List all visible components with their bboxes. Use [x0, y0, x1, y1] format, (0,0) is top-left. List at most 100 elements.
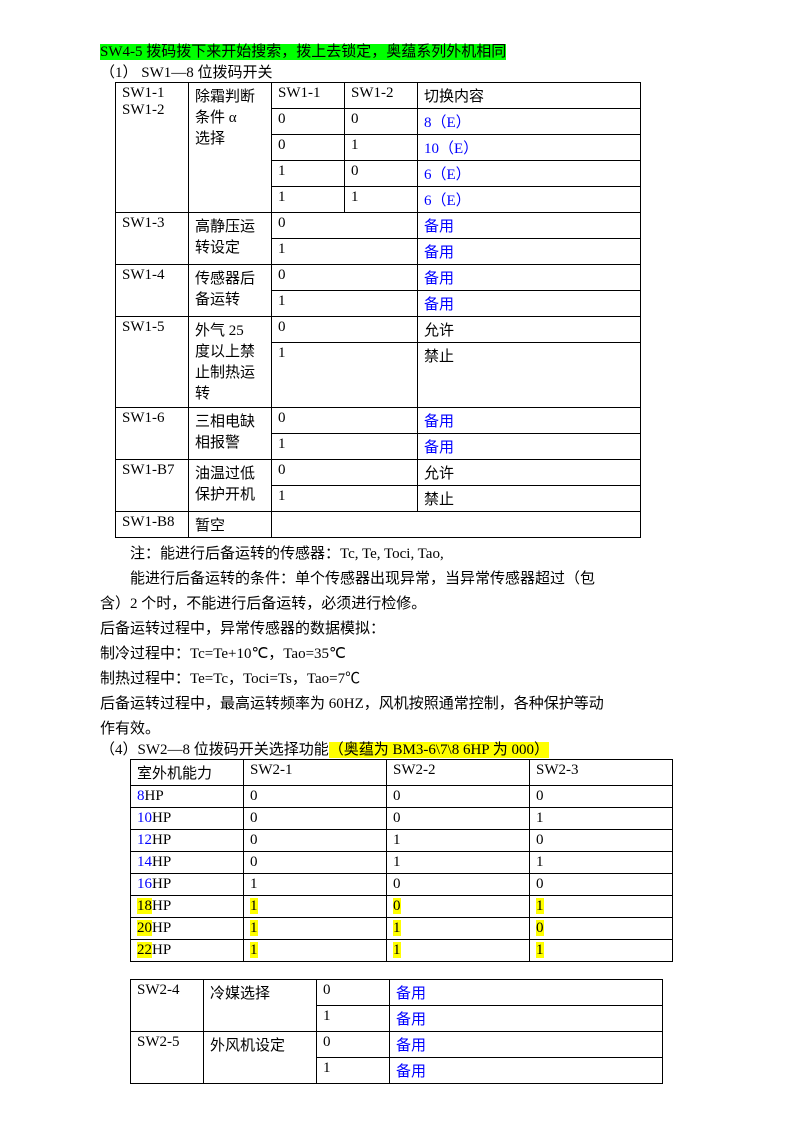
- table-row-hp: 10HP: [131, 808, 244, 830]
- heading-2: （4）SW2—8 位拨码开关选择功能（奥蕴为 BM3-6\7\8 6HP 为 0…: [100, 738, 700, 759]
- cell: 1: [272, 434, 418, 460]
- table-cell: 0: [244, 808, 387, 830]
- table-cell: 1: [244, 896, 387, 918]
- cell: SW1-3: [116, 213, 189, 265]
- cell: 0: [317, 980, 390, 1006]
- table-cell: 0: [387, 786, 530, 808]
- cell: 0: [272, 213, 418, 239]
- table-cell: 0: [387, 874, 530, 896]
- t1-c1: SW1-1SW1-2: [116, 83, 189, 213]
- cell: 10（E）: [418, 135, 641, 161]
- table-cell: 0: [530, 786, 673, 808]
- table-cell: 0: [387, 896, 530, 918]
- note-4: 后备运转过程中，异常传感器的数据模拟：: [100, 617, 700, 638]
- cell: 禁止: [418, 486, 641, 512]
- table-cell: 1: [244, 918, 387, 940]
- cell: 1: [272, 291, 418, 317]
- table-cell: 1: [244, 874, 387, 896]
- cell: SW1-4: [116, 265, 189, 317]
- cell: 1: [317, 1006, 390, 1032]
- note-3: 含）2 个时，不能进行后备运转，必须进行检修。: [100, 592, 700, 613]
- table-sw2-settings: SW2-4冷媒选择0备用 1备用 SW2-5外风机设定0备用 1备用: [130, 979, 663, 1084]
- cell: 0: [345, 109, 418, 135]
- cell: 1: [272, 343, 418, 408]
- t1-h4: SW1-2: [345, 83, 418, 109]
- table-cell: 1: [387, 918, 530, 940]
- cell: 备用: [390, 1032, 663, 1058]
- cell: 暂空: [189, 512, 272, 538]
- cell: 高静压运转设定: [189, 213, 272, 265]
- table-cell: 0: [244, 786, 387, 808]
- cell: 备用: [390, 1058, 663, 1084]
- cell: 备用: [418, 239, 641, 265]
- table-row-hp: 16HP: [131, 874, 244, 896]
- cell: SW1-B7: [116, 460, 189, 512]
- cell: SW2-5: [131, 1032, 204, 1084]
- table-sw2-hp: 室外机能力 SW2-1 SW2-2 SW2-3 8HP00010HP00112H…: [130, 759, 673, 962]
- cell: 1: [345, 187, 418, 213]
- cell: 备用: [390, 1006, 663, 1032]
- t1-h5: 切换内容: [418, 83, 641, 109]
- cell: 备用: [390, 980, 663, 1006]
- t2-h4: SW2-3: [530, 760, 673, 786]
- table-cell: 1: [387, 940, 530, 962]
- table-cell: 1: [387, 830, 530, 852]
- cell: 备用: [418, 434, 641, 460]
- table-cell: 0: [244, 852, 387, 874]
- cell: 传感器后备运转: [189, 265, 272, 317]
- cell: 6（E）: [418, 187, 641, 213]
- cell: SW1-5: [116, 317, 189, 408]
- table-cell: 0: [530, 874, 673, 896]
- table-cell: 1: [530, 896, 673, 918]
- note-7: 后备运转过程中，最高运转频率为 60HZ，风机按照通常控制，各种保护等动: [100, 692, 700, 713]
- cell: 0: [345, 161, 418, 187]
- cell: 备用: [418, 291, 641, 317]
- t2-h3: SW2-2: [387, 760, 530, 786]
- table-row-hp: 20HP: [131, 918, 244, 940]
- note-8: 作有效。: [100, 717, 700, 738]
- cell: 允许: [418, 317, 641, 343]
- cell: SW1-6: [116, 408, 189, 460]
- cell: 备用: [418, 213, 641, 239]
- cell: 1: [317, 1058, 390, 1084]
- table-cell: 1: [530, 940, 673, 962]
- cell: 油温过低保护开机: [189, 460, 272, 512]
- cell: SW1-B8: [116, 512, 189, 538]
- t2-h2: SW2-1: [244, 760, 387, 786]
- table-cell: 1: [244, 940, 387, 962]
- heading-main: SW4-5 拨码拨下来开始搜索，拨上去锁定，奥蕴系列外机相同: [100, 40, 700, 61]
- cell: 1: [272, 486, 418, 512]
- note-2: 能进行后备运转的条件：单个传感器出现异常，当异常传感器超过（包: [100, 567, 700, 588]
- cell: 1: [272, 187, 345, 213]
- cell: 1: [272, 161, 345, 187]
- cell: 6（E）: [418, 161, 641, 187]
- table-sw1: SW1-1SW1-2 除霜判断条件 α选择 SW1-1 SW1-2 切换内容 0…: [115, 82, 641, 538]
- cell: 0: [272, 460, 418, 486]
- table-cell: 0: [387, 808, 530, 830]
- table-row-hp: 14HP: [131, 852, 244, 874]
- cell: 8（E）: [418, 109, 641, 135]
- table-row-hp: 18HP: [131, 896, 244, 918]
- subheading-1: （1） SW1—8 位拨码开关: [100, 61, 700, 82]
- cell: [272, 512, 641, 538]
- table-row-hp: 8HP: [131, 786, 244, 808]
- cell: 冷媒选择: [204, 980, 317, 1032]
- cell: 备用: [418, 408, 641, 434]
- table-cell: 0: [530, 830, 673, 852]
- t1-c2: 除霜判断条件 α选择: [189, 83, 272, 213]
- table-row-hp: 22HP: [131, 940, 244, 962]
- note-6: 制热过程中：Te=Tc，Toci=Ts，Tao=7℃: [100, 667, 700, 688]
- cell: SW2-4: [131, 980, 204, 1032]
- t2-h1: 室外机能力: [131, 760, 244, 786]
- note-1: 注：能进行后备运转的传感器：Tc, Te, Toci, Tao,: [100, 542, 700, 563]
- table-cell: 0: [244, 830, 387, 852]
- heading-text: SW4-5 拨码拨下来开始搜索，拨上去锁定，奥蕴系列外机相同: [100, 44, 506, 60]
- cell: 三相电缺相报警: [189, 408, 272, 460]
- cell: 0: [272, 109, 345, 135]
- cell: 允许: [418, 460, 641, 486]
- table-cell: 1: [387, 852, 530, 874]
- table-row-hp: 12HP: [131, 830, 244, 852]
- cell: 0: [272, 265, 418, 291]
- table-cell: 1: [530, 852, 673, 874]
- cell: 外气 25度以上禁止制热运转: [189, 317, 272, 408]
